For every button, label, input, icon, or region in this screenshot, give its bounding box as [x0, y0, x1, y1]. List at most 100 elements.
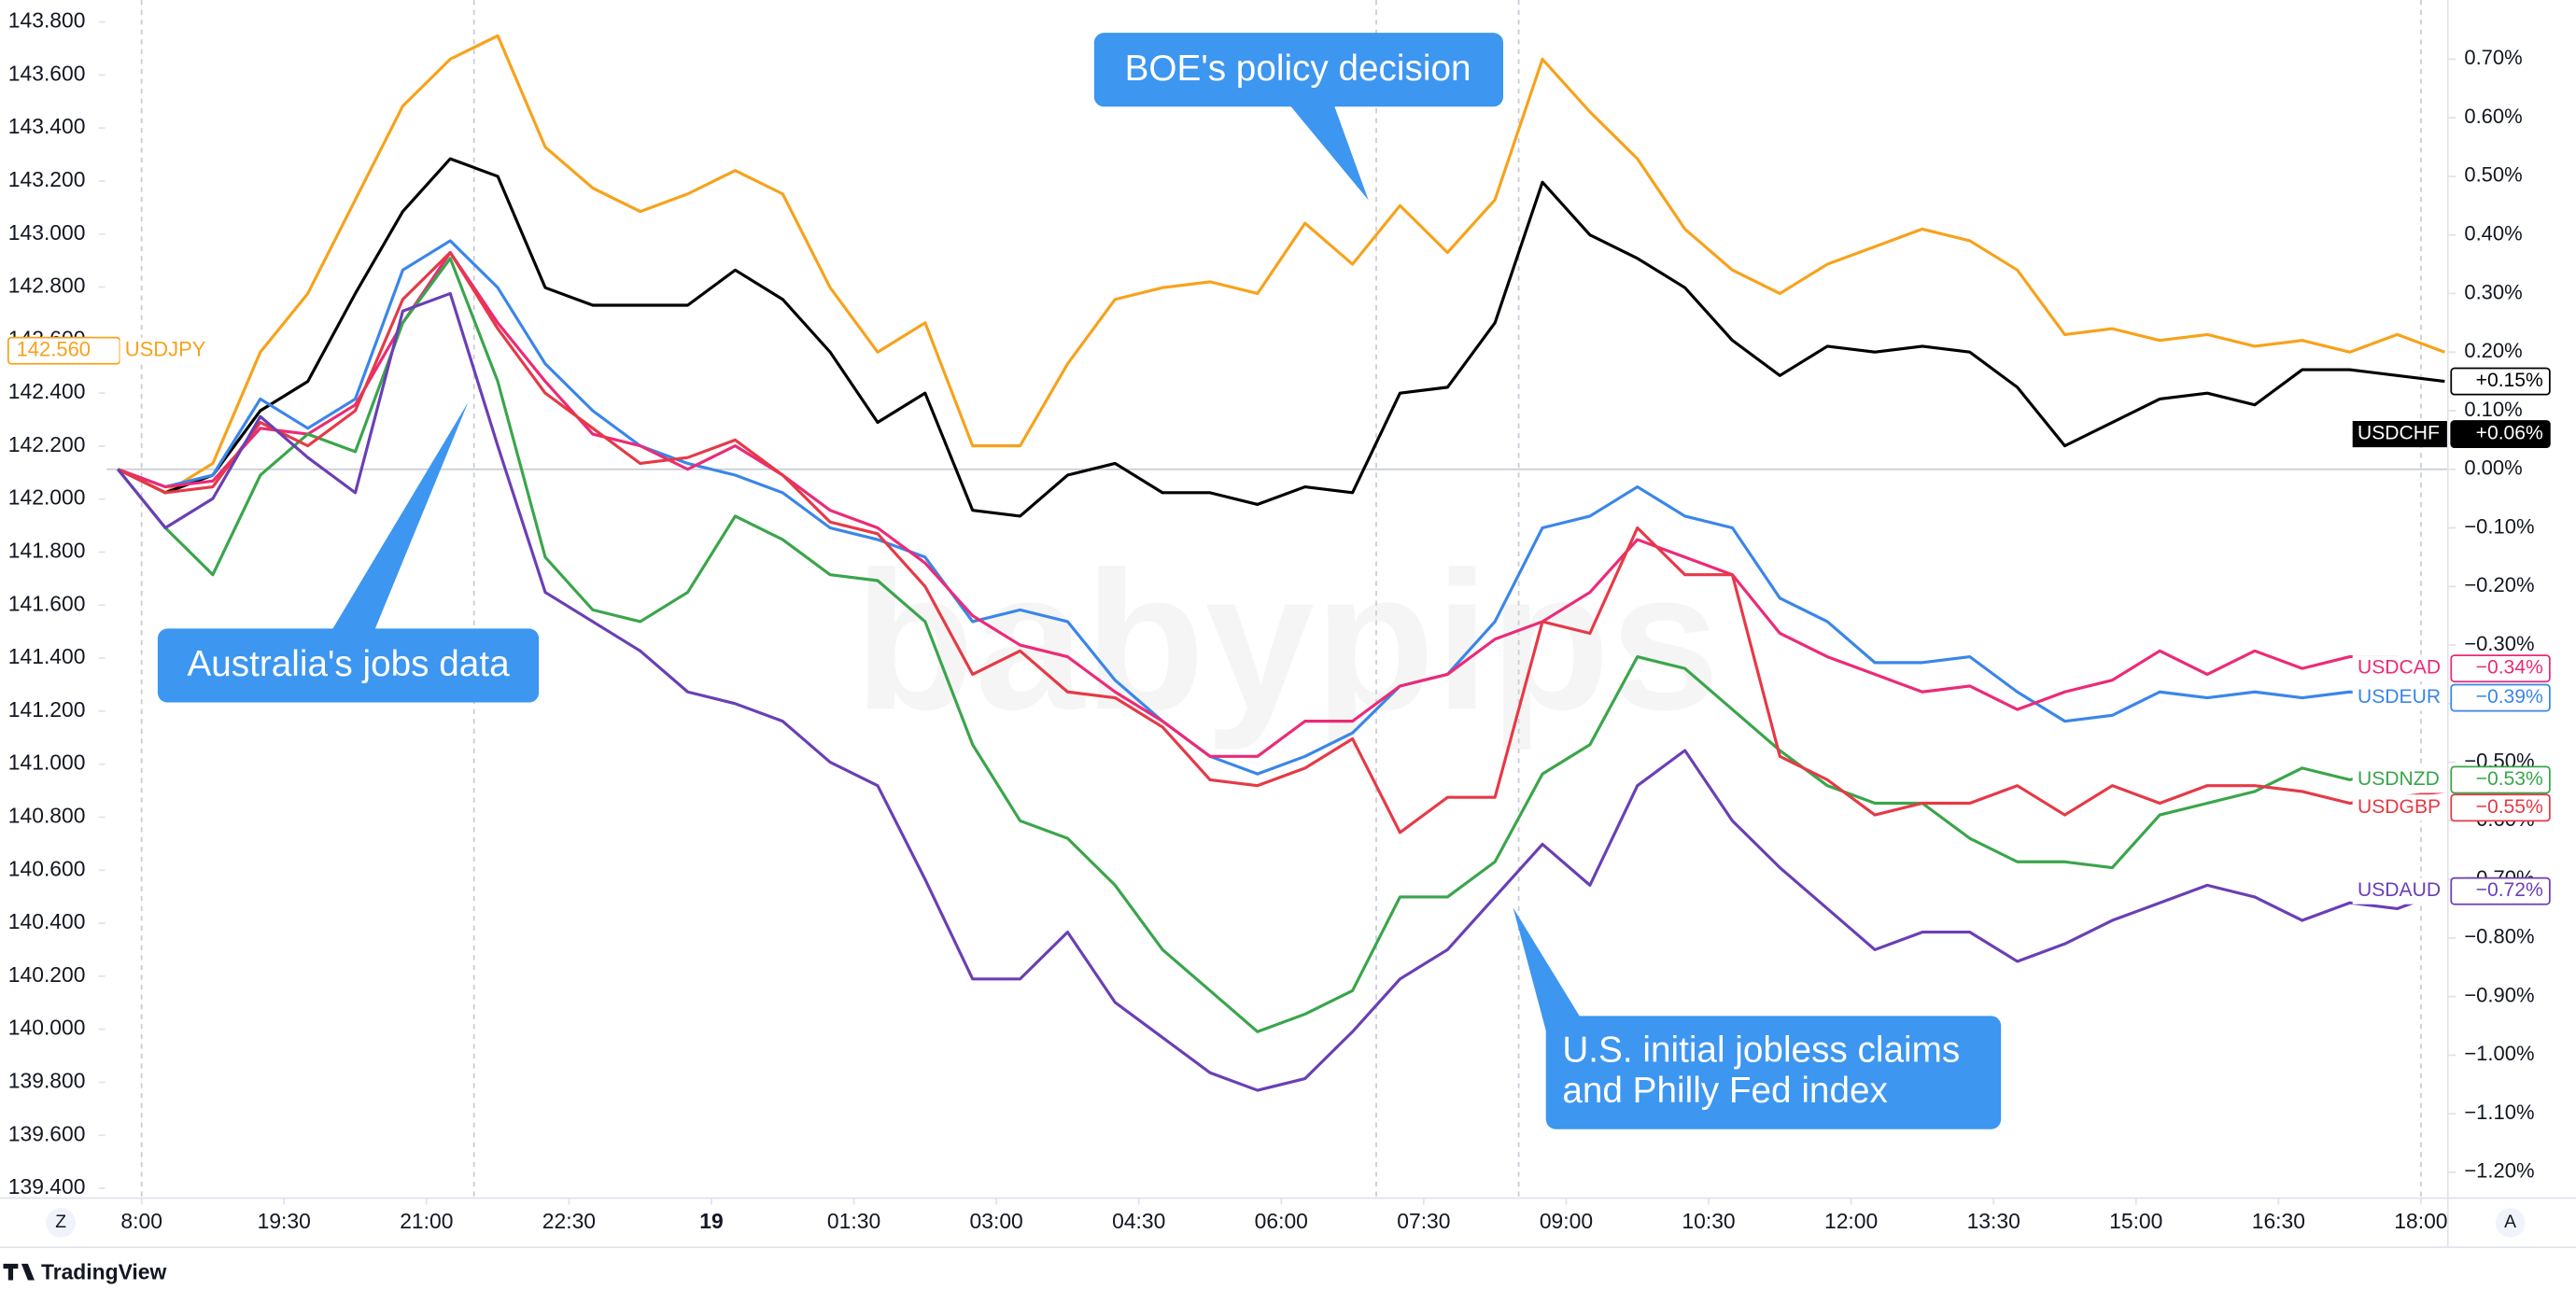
- x-tick-label: 8:00: [120, 1209, 162, 1233]
- watermark: babypips: [854, 530, 1720, 750]
- y2-tick-label: −0.20%: [2464, 573, 2534, 596]
- x-tick-label: 09:00: [1540, 1209, 1593, 1233]
- callout-text: BOE's policy decision: [1125, 49, 1471, 89]
- y-tick-label: 139.800: [8, 1068, 86, 1092]
- tag-name: USDCHF: [2358, 423, 2440, 444]
- x-tick-label: 10:30: [1682, 1209, 1735, 1233]
- series-line: [117, 239, 2445, 776]
- tag-name: USDGBP: [2358, 796, 2441, 818]
- y2-tick-label: −0.30%: [2464, 632, 2534, 655]
- tag-value: −0.53%: [2476, 768, 2543, 790]
- y-tick-label: 143.200: [8, 167, 86, 191]
- button-label[interactable]: A: [2504, 1212, 2516, 1232]
- tag-value-box: [2450, 793, 2551, 822]
- y-tick-label: 140.400: [8, 909, 86, 933]
- tag-value-box: [2450, 683, 2551, 712]
- y-tick-label: 143.800: [8, 8, 86, 33]
- callout-box: [157, 628, 540, 703]
- tag-name: USDEUR: [2358, 686, 2441, 708]
- y-tick-label: 142.400: [8, 379, 86, 403]
- tag-name: USDCAD: [2358, 657, 2441, 679]
- left-tag-name-box: [120, 337, 212, 364]
- button-label[interactable]: Z: [55, 1212, 66, 1232]
- left-tag-name: USDJPY: [125, 338, 206, 361]
- callout-box: [1093, 33, 1504, 107]
- y2-tick-label: 0.50%: [2464, 163, 2522, 187]
- callout-text: Australia's jobs data: [187, 644, 510, 684]
- series-line: [117, 291, 2445, 1092]
- tag-value-box: [2450, 367, 2551, 396]
- tag-value: −0.39%: [2476, 686, 2543, 708]
- y2-tick-label: 0.60%: [2464, 105, 2522, 128]
- y2-tick-label: 0.00%: [2464, 456, 2522, 480]
- tag-value-box: [2450, 654, 2551, 683]
- tag-name-box: [2352, 684, 2448, 711]
- y-tick-label: 142.200: [8, 432, 86, 456]
- brand-logo: [3, 1263, 35, 1281]
- button[interactable]: [46, 1208, 76, 1238]
- tag-name-box: [2352, 794, 2448, 821]
- series-line: [117, 157, 2445, 518]
- series-line: [117, 34, 2445, 495]
- y-tick-label: 142.800: [8, 273, 86, 298]
- y-tick-label: 141.800: [8, 539, 86, 563]
- x-tick-label: 16:30: [2252, 1209, 2305, 1233]
- tag-value-box: [2450, 765, 2551, 794]
- y2-tick-label: −1.20%: [2464, 1159, 2534, 1183]
- callout-pointer: [331, 401, 469, 631]
- x-tick-label: 19: [699, 1209, 723, 1233]
- y-tick-label: 139.600: [8, 1121, 86, 1145]
- y2-tick-label: 0.20%: [2464, 339, 2522, 362]
- y2-tick-label: 0.30%: [2464, 280, 2522, 303]
- x-tick-label: 18:00: [2394, 1209, 2447, 1233]
- x-tick-label: 07:30: [1397, 1209, 1450, 1233]
- y-tick-label: 141.600: [8, 591, 86, 615]
- x-tick-label: 22:30: [542, 1209, 596, 1233]
- tag-value-box: [2450, 876, 2551, 905]
- x-tick-label: 03:00: [970, 1209, 1023, 1233]
- y-tick-label: 143.000: [8, 220, 86, 245]
- x-tick-label: 12:00: [1824, 1209, 1878, 1233]
- y2-tick-label: 0.40%: [2464, 222, 2522, 245]
- callout-pointer: [1513, 907, 1581, 1031]
- tag-value: −0.34%: [2476, 657, 2543, 679]
- y-tick-label: 141.200: [8, 697, 86, 722]
- y-tick-label: 140.000: [8, 1016, 86, 1040]
- x-tick-label: 21:00: [400, 1209, 453, 1233]
- tag-value: −0.55%: [2476, 796, 2543, 818]
- y-tick-label: 140.600: [8, 856, 86, 880]
- x-tick-label: 01:30: [827, 1209, 880, 1233]
- button[interactable]: [2495, 1208, 2526, 1238]
- y-tick-label: 142.000: [8, 485, 86, 510]
- y-tick-label: 140.200: [8, 962, 86, 987]
- y2-tick-label: −0.80%: [2464, 925, 2534, 948]
- callout-text: and Philly Fed index: [1562, 1071, 1888, 1111]
- y-tick-label: 143.400: [8, 114, 86, 138]
- y-tick-label: 141.400: [8, 644, 86, 668]
- y-tick-label: 141.000: [8, 750, 86, 775]
- y2-tick-label: −1.10%: [2464, 1101, 2534, 1124]
- tag-value-box: [2450, 420, 2551, 449]
- y2-tick-label: −0.10%: [2464, 514, 2534, 538]
- x-tick-label: 06:00: [1255, 1209, 1308, 1233]
- x-tick-label: 15:00: [2109, 1209, 2162, 1233]
- left-tag-value: 142.560: [17, 338, 91, 361]
- brand-name: TradingView: [41, 1259, 167, 1283]
- tag-name: USDNZD: [2358, 768, 2440, 790]
- callouts: BOE's policy decision Australia's jobs d…: [7, 33, 2551, 1129]
- y2-tick-label: −1.00%: [2464, 1042, 2534, 1065]
- y-tick-label: 140.800: [8, 804, 86, 828]
- series-line: [117, 257, 2445, 1033]
- x-tick-label: 04:30: [1112, 1209, 1165, 1233]
- series-line: [117, 250, 2445, 758]
- tag-name-box: [2352, 655, 2448, 682]
- tag-name-box: [2352, 421, 2448, 448]
- y2-tick-label: 0.10%: [2464, 398, 2522, 421]
- tag-name-box: [2352, 766, 2448, 793]
- tag-value: +0.06%: [2476, 423, 2543, 444]
- tag-name-box: [2352, 877, 2448, 904]
- plot-area: babypips 139.400 139.600 139.800 140.000 140.…: [8, 0, 2535, 1233]
- series-line: [117, 250, 2445, 834]
